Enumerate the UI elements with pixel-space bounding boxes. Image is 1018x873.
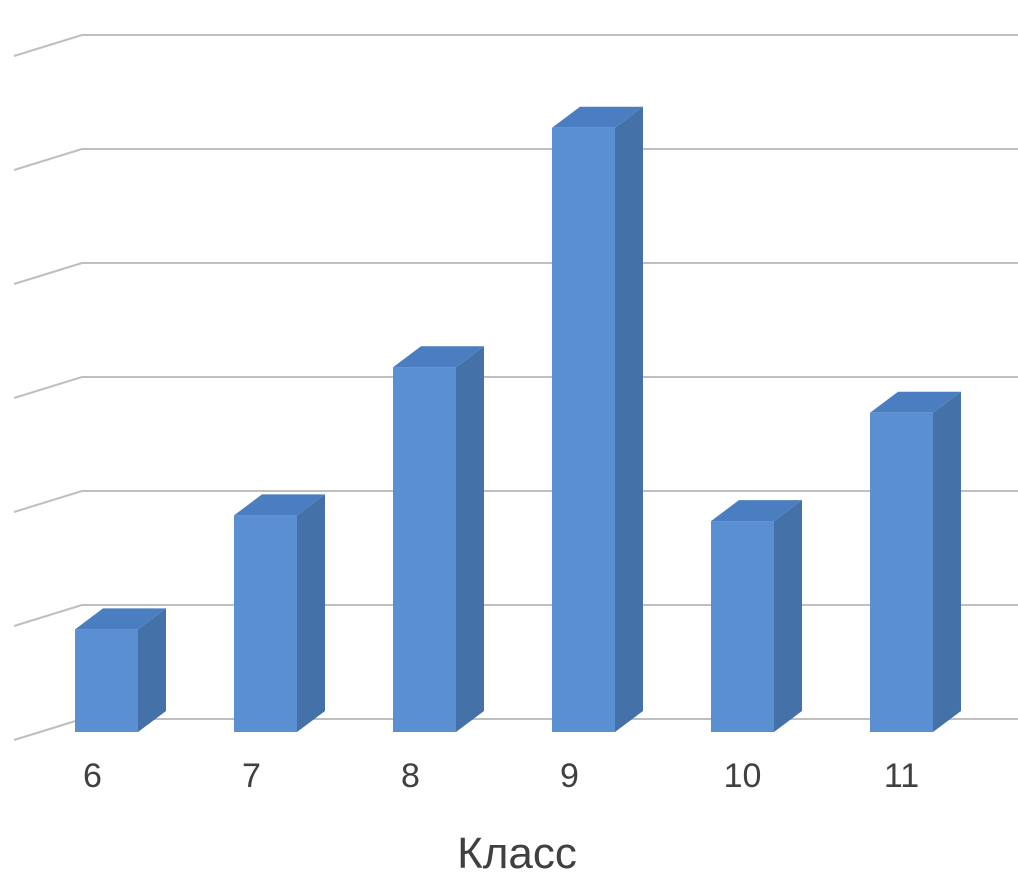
bar	[234, 494, 325, 732]
bar-side	[138, 608, 166, 732]
gridline	[14, 491, 1018, 512]
bar	[552, 107, 643, 732]
bar-front	[75, 629, 138, 732]
gridline	[14, 35, 1018, 56]
bar-side	[297, 494, 325, 732]
bar-side	[456, 346, 484, 732]
gridline	[14, 377, 1018, 398]
bar	[870, 392, 961, 732]
bar	[711, 500, 802, 732]
bar-side	[933, 392, 961, 732]
gridline	[14, 149, 1018, 170]
bar-front	[711, 521, 774, 732]
bar-front	[870, 413, 933, 732]
x-tick-labels: 6 7 8 9 10 11	[83, 757, 919, 795]
bar-front	[234, 515, 297, 732]
x-tick-label: 7	[242, 757, 261, 795]
bar-front	[393, 367, 456, 732]
gridline	[14, 719, 1018, 740]
gridline	[14, 263, 1018, 284]
bar-side	[615, 107, 643, 732]
bar-side	[774, 500, 802, 732]
bar	[393, 346, 484, 732]
x-tick-label: 9	[560, 757, 579, 795]
bar-front	[552, 128, 615, 732]
x-tick-label: 6	[83, 757, 102, 795]
x-axis-title: Класс	[457, 829, 577, 873]
bar	[75, 608, 166, 732]
x-tick-label: 10	[724, 757, 762, 795]
x-tick-label: 8	[401, 757, 420, 795]
x-tick-label: 11	[884, 757, 919, 795]
bars	[75, 107, 961, 732]
